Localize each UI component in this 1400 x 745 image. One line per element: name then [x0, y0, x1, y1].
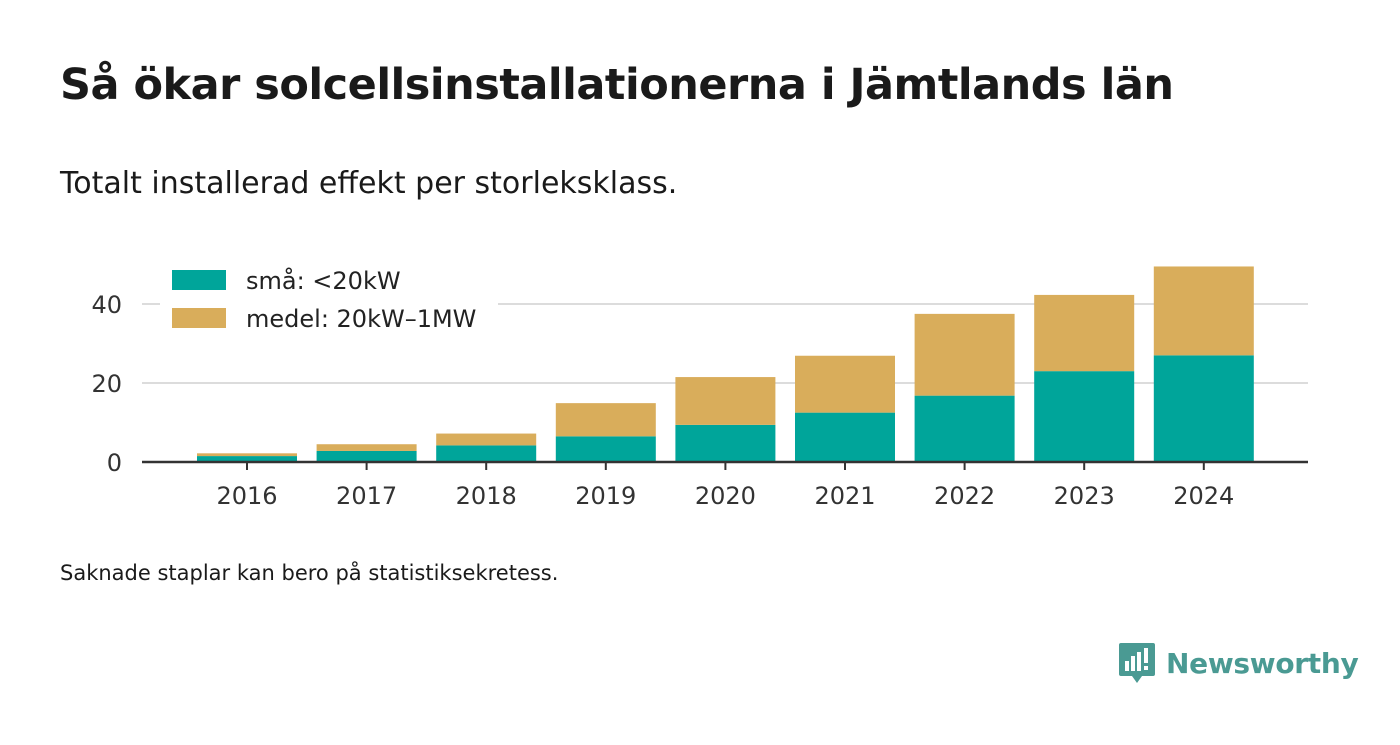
chart-title: Så ökar solcellsinstallationerna i Jämtl…	[60, 60, 1174, 110]
legend-swatch-2	[172, 308, 226, 328]
x-tick-label: 2018	[456, 482, 517, 510]
legend: små: <20kW medel: 20kW–1MW	[160, 262, 498, 342]
legend-label-1: små: <20kW	[246, 266, 401, 295]
bar-2022-series-2	[914, 313, 1015, 396]
bar-2019-series-1	[555, 436, 656, 462]
x-tick-label: 2020	[695, 482, 756, 510]
brand: Newsworthy	[1118, 640, 1359, 686]
bar-2018-series-1	[436, 445, 537, 462]
bar-2023-series-1	[1034, 371, 1135, 462]
bar-2018-series-2	[436, 433, 537, 446]
newsworthy-logo-icon	[1119, 643, 1155, 683]
bar-2020-series-1	[675, 424, 776, 462]
brand-name: Newsworthy	[1166, 646, 1359, 680]
bar-2017-series-2	[316, 444, 417, 451]
bar-2019-series-2	[555, 403, 656, 437]
bar-2016-series-2	[197, 453, 297, 457]
x-tick-label: 2017	[336, 482, 397, 510]
x-tick-label: 2016	[216, 482, 277, 510]
chart-subtitle: Totalt installerad effekt per storlekskl…	[60, 166, 678, 201]
x-tick-label: 2021	[814, 482, 875, 510]
bar-2016-series-1	[197, 456, 297, 462]
bar-2020-series-2	[675, 377, 776, 425]
bar-2021-series-1	[795, 412, 895, 462]
y-tick-label: 20	[91, 370, 122, 398]
bar-2023-series-2	[1034, 294, 1135, 372]
legend-swatch-1	[172, 270, 226, 290]
bar-2022-series-1	[914, 395, 1015, 462]
bar-2021-series-2	[795, 355, 895, 413]
bar-2017-series-1	[316, 450, 417, 462]
bar-2024-series-1	[1153, 355, 1254, 462]
x-tick-label: 2023	[1054, 482, 1115, 510]
y-tick-label: 40	[91, 291, 122, 319]
axes: 0 20 40 2016 2017 2018 2019 2020 2021 2022 2023 202…	[91, 291, 1308, 510]
x-tick-label: 2024	[1173, 482, 1234, 510]
x-tick-label: 2022	[934, 482, 995, 510]
bar-2024-series-2	[1153, 266, 1254, 356]
bars	[197, 266, 1254, 462]
y-tick-label: 0	[107, 449, 122, 477]
legend-label-2: medel: 20kW–1MW	[246, 305, 476, 333]
x-tick-label: 2019	[575, 482, 636, 510]
footnote: Saknade staplar kan bero på statistiksek…	[60, 561, 559, 585]
